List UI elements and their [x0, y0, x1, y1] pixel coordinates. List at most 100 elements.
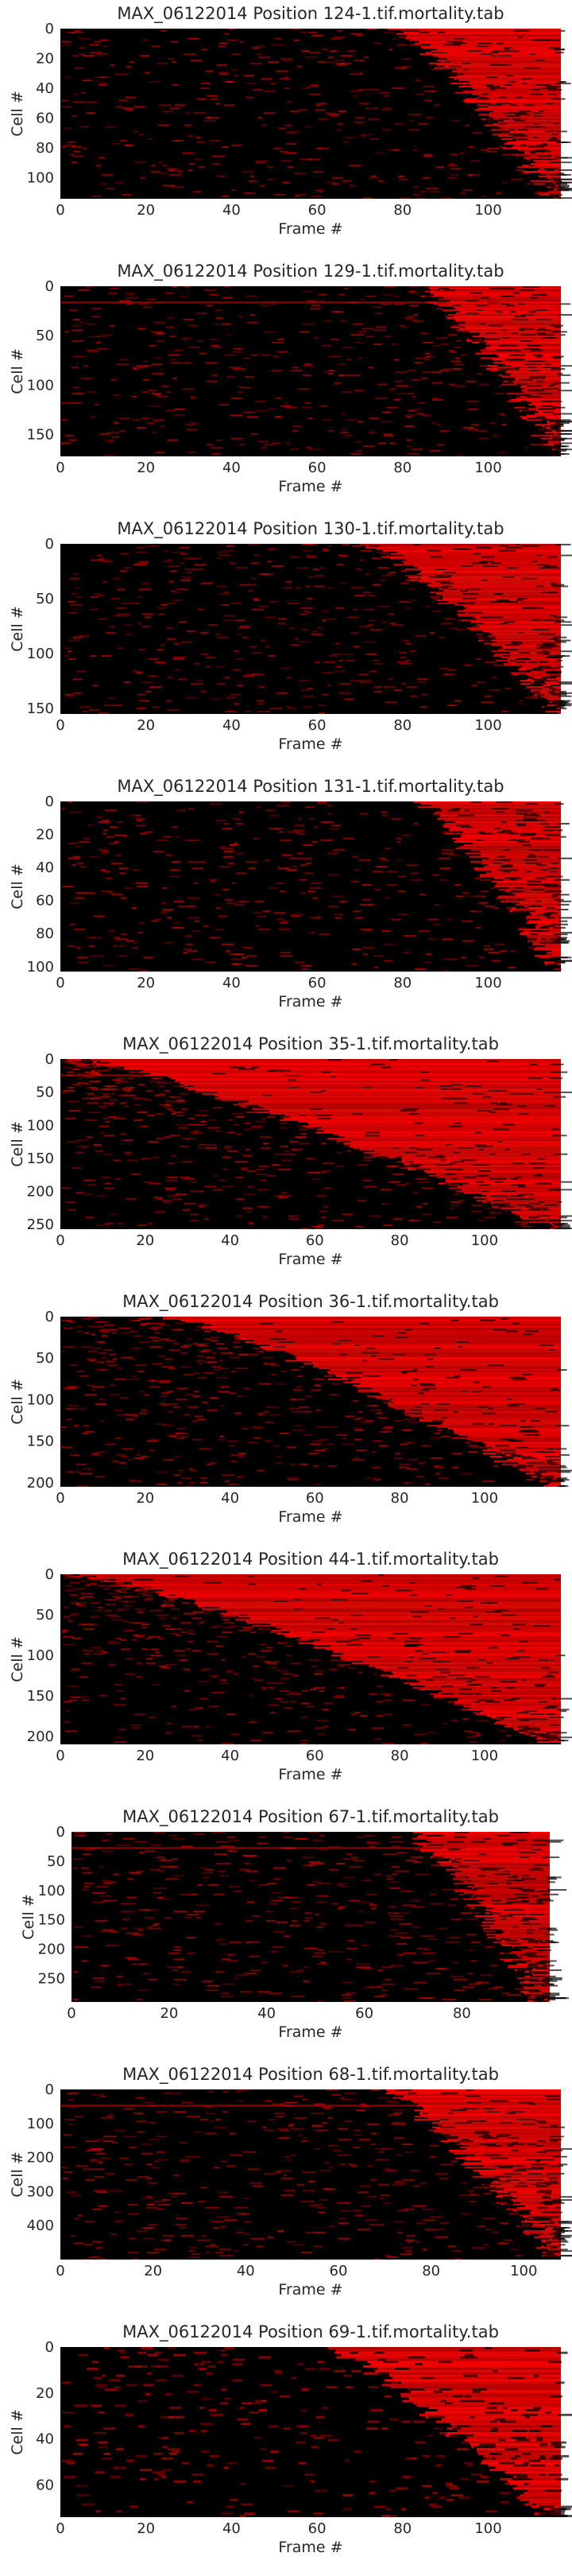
- heatmap-cell: [560, 624, 572, 627]
- heatmap-cell: [519, 703, 524, 705]
- heatmap-cell: [284, 1153, 296, 1155]
- heatmap-cell: [290, 370, 303, 372]
- heatmap-cell: [489, 1647, 498, 1649]
- heatmap-cell: [499, 623, 508, 625]
- heatmap-cell: [132, 907, 137, 910]
- heatmap-cell: [501, 374, 512, 376]
- heatmap-cell: [436, 424, 442, 426]
- heatmap-cell: [551, 862, 559, 864]
- heatmap-cell: [217, 1091, 561, 1093]
- heatmap-cell: [545, 103, 555, 105]
- heatmap-cell: [419, 1322, 429, 1325]
- heatmap-cell: [85, 937, 96, 939]
- heatmap-cell: [485, 1701, 500, 1703]
- heatmap-cell: [271, 1374, 277, 1375]
- heatmap-cell: [123, 1596, 132, 1598]
- heatmap-cell: [537, 191, 548, 193]
- heatmap-cell: [383, 1431, 392, 1433]
- heatmap-cell: [232, 144, 242, 146]
- heatmap-cell: [137, 1870, 145, 1872]
- heatmap-cell: [472, 1391, 481, 1393]
- heatmap-cell: [446, 41, 463, 43]
- heatmap-cell: [79, 1597, 85, 1600]
- heatmap-cell: [539, 941, 557, 944]
- heatmap-cell: [243, 75, 254, 77]
- heatmap-cell: [512, 118, 521, 120]
- heatmap-cell: [73, 318, 80, 320]
- heatmap-cell: [545, 834, 560, 836]
- heatmap-cell: [82, 1097, 95, 1100]
- heatmap-cell: [361, 1360, 367, 1362]
- heatmap-cell: [333, 849, 346, 852]
- heatmap-cell: [252, 652, 263, 654]
- heatmap-cell: [396, 1852, 408, 1854]
- heatmap-cell: [359, 72, 364, 74]
- heatmap-cell: [205, 1725, 211, 1728]
- heatmap-cell: [246, 673, 256, 676]
- heatmap-cell: [516, 169, 524, 171]
- heatmap-cell: [225, 898, 234, 901]
- heatmap-cell: [337, 29, 342, 32]
- heatmap-cell: [376, 1715, 384, 1717]
- heatmap-cell: [402, 1589, 412, 1592]
- heatmap-cell: [279, 1432, 290, 1434]
- heatmap-cell: [461, 1472, 473, 1475]
- heatmap-cell: [460, 836, 561, 838]
- heatmap-cell: [364, 1420, 374, 1422]
- heatmap-cell: [333, 1343, 341, 1345]
- heatmap-cell: [154, 1423, 168, 1426]
- heatmap-cell: [547, 93, 557, 95]
- heatmap-cell: [226, 81, 234, 83]
- heatmap-cell: [409, 1220, 421, 1222]
- heatmap-cell: [157, 607, 167, 609]
- heatmap-cell: [68, 1110, 81, 1112]
- heatmap-cell: [138, 1084, 145, 1086]
- heatmap-cell: [483, 1441, 561, 1444]
- heatmap-cell: [550, 871, 557, 873]
- heatmap-cell: [547, 917, 555, 919]
- heatmap-cell: [499, 365, 512, 367]
- heatmap-cell: [510, 399, 561, 401]
- heatmap-cell: [300, 158, 311, 161]
- heatmap-cell: [492, 1200, 504, 1201]
- heatmap-cell: [372, 1693, 379, 1695]
- heatmap-cell: [312, 1839, 323, 1841]
- heatmap-cell: [443, 969, 449, 972]
- heatmap-cell: [417, 678, 428, 681]
- heatmap-cell: [110, 378, 117, 381]
- heatmap-cell: [496, 1721, 561, 1723]
- heatmap-cell: [454, 1375, 461, 1377]
- heatmap-cell: [278, 1341, 295, 1344]
- heatmap-cell: [173, 1085, 184, 1088]
- heatmap-cell: [218, 72, 228, 74]
- heatmap-cell: [84, 1193, 92, 1196]
- heatmap-cell: [443, 297, 561, 299]
- heatmap-cell: [165, 1433, 178, 1436]
- heatmap-cell: [146, 1440, 159, 1442]
- heatmap-cell: [225, 545, 234, 547]
- heatmap-cell: [373, 966, 379, 968]
- heatmap-cell: [480, 357, 561, 359]
- heatmap-cell: [291, 866, 297, 868]
- heatmap-cell: [419, 41, 561, 43]
- heatmap-cell: [187, 572, 192, 573]
- heatmap-cell: [454, 357, 461, 359]
- heatmap-cell: [516, 1456, 531, 1458]
- heatmap-cell: [465, 321, 561, 324]
- heatmap-cell: [131, 1076, 143, 1078]
- heatmap-cell: [542, 143, 547, 145]
- heatmap-cell: [139, 1324, 146, 1326]
- heatmap-cell: [558, 665, 564, 668]
- heatmap-cell: [451, 1719, 458, 1721]
- heatmap-cell: [164, 1089, 170, 1092]
- heatmap-cell: [337, 129, 342, 131]
- heatmap-cell: [554, 616, 567, 619]
- heatmap-cell: [219, 554, 230, 557]
- heatmap-cell: [122, 1585, 561, 1587]
- heatmap-cell: [311, 305, 321, 307]
- heatmap-cell: [207, 116, 220, 118]
- heatmap-cell: [383, 1668, 561, 1670]
- heatmap-cell: [219, 73, 230, 76]
- heatmap-cell: [97, 1341, 106, 1344]
- heatmap-cell: [250, 1127, 262, 1129]
